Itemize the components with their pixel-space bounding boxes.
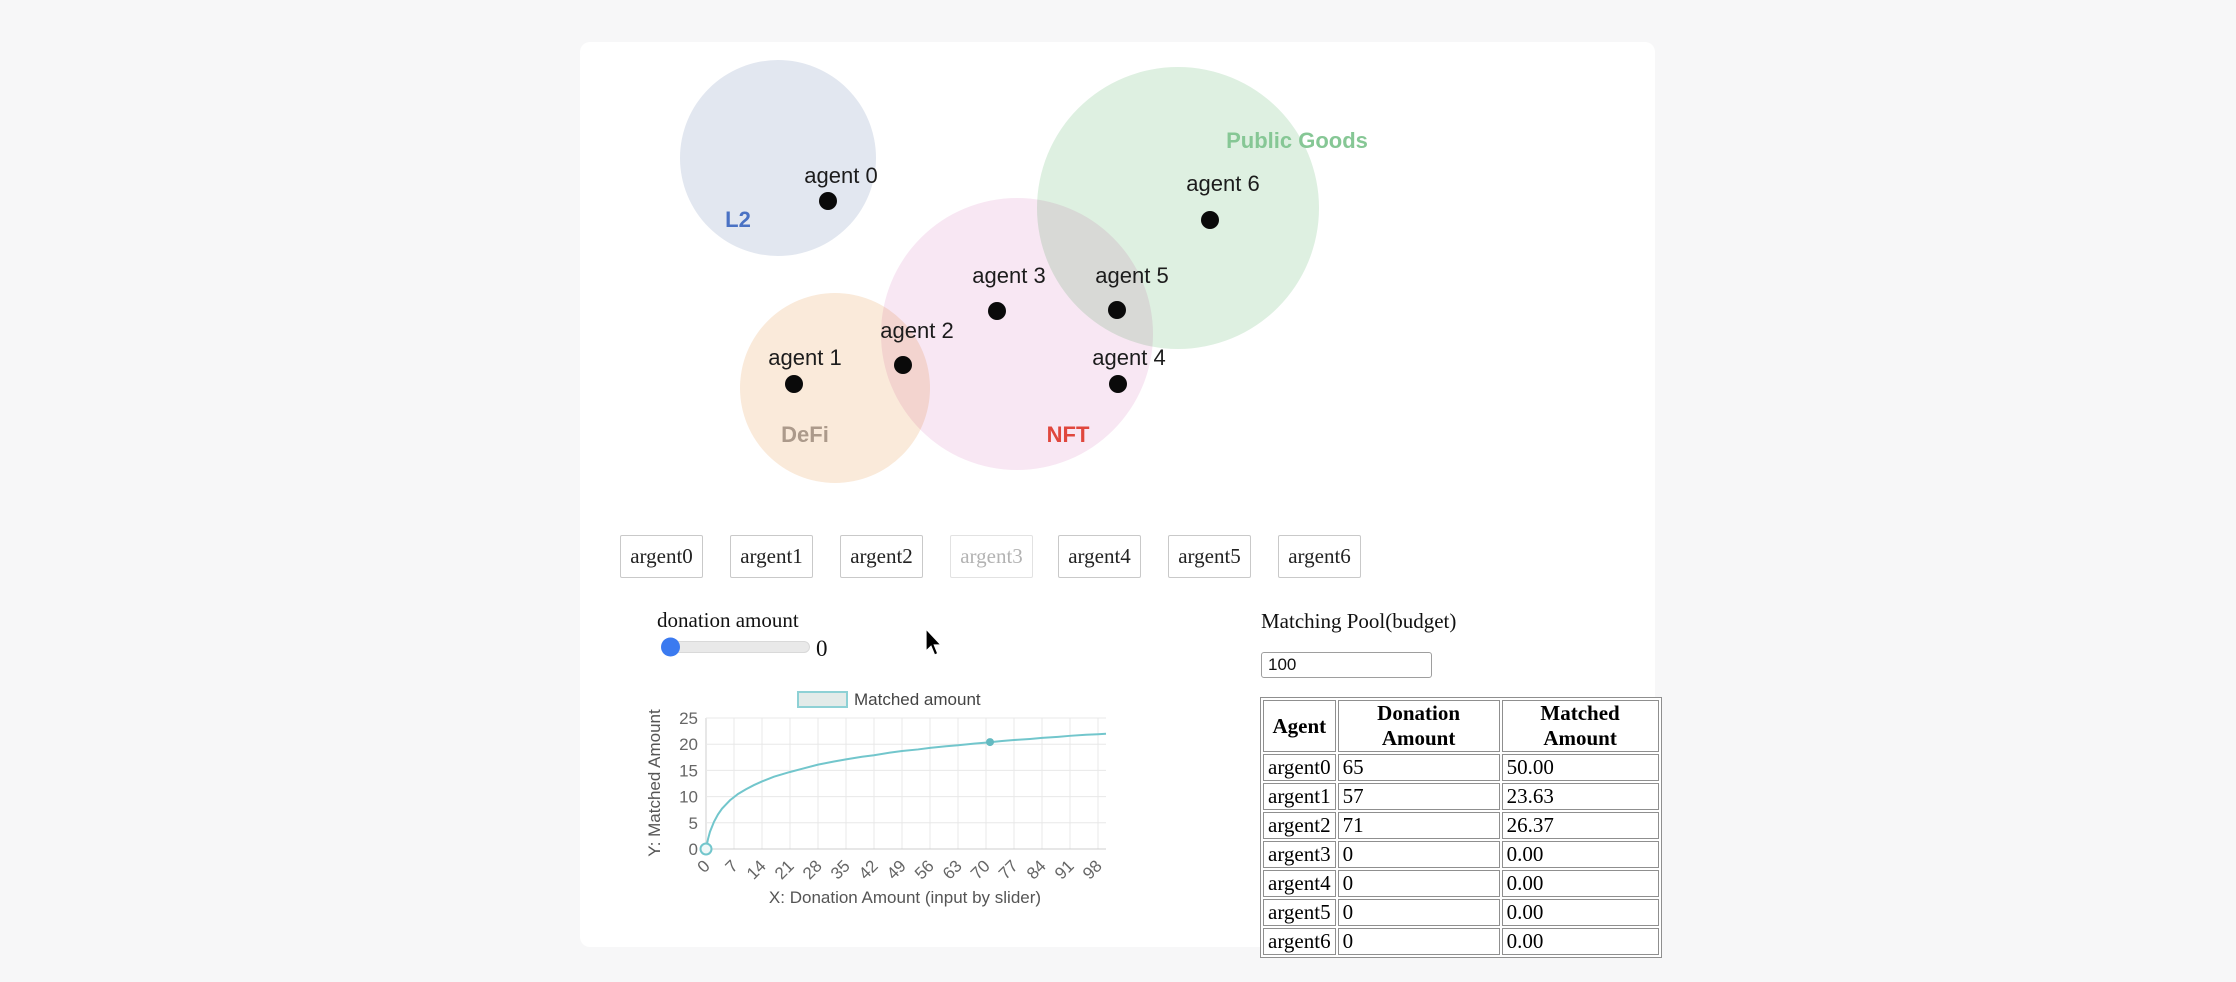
- table-cell: 0.00: [1501, 841, 1659, 868]
- table-row: argent6 0 0.00: [1263, 928, 1659, 955]
- donation-slider-value: 0: [816, 636, 828, 661]
- svg-text:98: 98: [1079, 856, 1106, 883]
- svg-text:56: 56: [911, 856, 938, 883]
- table-cell: 23.63: [1501, 783, 1659, 810]
- table-cell: argent0: [1263, 754, 1336, 781]
- table-cell: 0.00: [1501, 899, 1659, 926]
- table-header-cell: Matched Amount: [1501, 700, 1659, 752]
- svg-text:63: 63: [939, 856, 966, 883]
- venn-group-label: Public Goods: [1226, 128, 1368, 153]
- svg-text:5: 5: [689, 814, 698, 833]
- agent-button-argent1[interactable]: argent1: [730, 535, 813, 578]
- venn-circle-public-goods: [1037, 67, 1319, 349]
- donation-slider-label: donation amount: [657, 608, 799, 632]
- svg-text:0: 0: [694, 856, 714, 876]
- results-table: Agent Donation Amount Matched Amount argen…: [1260, 697, 1662, 958]
- agent-dot: [1109, 375, 1127, 393]
- table-cell: 0: [1337, 928, 1500, 955]
- agent-label: agent 3: [972, 263, 1046, 288]
- table-cell: argent4: [1263, 870, 1336, 897]
- venn-circle-l2: [680, 60, 876, 256]
- svg-text:49: 49: [883, 856, 910, 883]
- matching-pool-input[interactable]: [1261, 652, 1432, 678]
- svg-text:10: 10: [679, 788, 698, 807]
- table-cell: argent5: [1263, 899, 1336, 926]
- venn-group-label: L2: [725, 207, 751, 232]
- agent-dot: [785, 375, 803, 393]
- svg-text:X: Donation Amount (input by s: X: Donation Amount (input by slider): [769, 888, 1041, 907]
- table-row: argent5 0 0.00: [1263, 899, 1659, 926]
- svg-text:0: 0: [689, 840, 698, 859]
- table-header-cell: Donation Amount: [1337, 700, 1500, 752]
- agent-label: agent 4: [1092, 345, 1166, 370]
- svg-text:70: 70: [967, 856, 994, 883]
- table-header-cell: Agent: [1263, 700, 1336, 752]
- venn-group-label: NFT: [1046, 422, 1090, 447]
- table-cell: argent1: [1263, 783, 1336, 810]
- agent-button-argent0[interactable]: argent0: [620, 535, 703, 578]
- svg-text:77: 77: [995, 856, 1022, 883]
- agent-button-argent3[interactable]: argent3: [950, 535, 1033, 578]
- agent-button-argent5[interactable]: argent5: [1168, 535, 1251, 578]
- svg-text:42: 42: [855, 856, 882, 883]
- table-cell: 50.00: [1501, 754, 1659, 781]
- table-row: argent3 0 0.00: [1263, 841, 1659, 868]
- mouse-cursor-icon: [925, 629, 943, 656]
- table-cell: 0: [1337, 899, 1500, 926]
- matching-pool-label: Matching Pool(budget): [1261, 609, 1457, 633]
- agent-button-argent6[interactable]: argent6: [1278, 535, 1361, 578]
- svg-text:21: 21: [771, 856, 798, 883]
- table-row: argent1 57 23.63: [1263, 783, 1659, 810]
- donation-slider-thumb[interactable]: [661, 637, 680, 657]
- agent-label: agent 5: [1095, 263, 1169, 288]
- table-row: argent0 65 50.00: [1263, 754, 1659, 781]
- svg-text:84: 84: [1023, 856, 1050, 883]
- agent-label: agent 1: [768, 345, 842, 370]
- table-cell: 65: [1337, 754, 1500, 781]
- table-cell: 0.00: [1501, 928, 1659, 955]
- agent-dot: [819, 192, 837, 210]
- table-cell: argent3: [1263, 841, 1336, 868]
- svg-text:28: 28: [799, 856, 826, 883]
- svg-text:35: 35: [827, 856, 854, 883]
- agent-dot: [1201, 211, 1219, 229]
- table-cell: argent2: [1263, 812, 1336, 839]
- svg-text:Matched amount: Matched amount: [854, 690, 981, 709]
- table-header-row: Agent Donation Amount Matched Amount: [1263, 700, 1659, 752]
- agent-dot: [988, 302, 1006, 320]
- agent-button-argent4[interactable]: argent4: [1058, 535, 1141, 578]
- table-cell: 0.00: [1501, 870, 1659, 897]
- svg-text:25: 25: [679, 709, 698, 728]
- agent-dot: [894, 356, 912, 374]
- table-cell: argent6: [1263, 928, 1336, 955]
- agent-label: agent 6: [1186, 171, 1260, 196]
- svg-text:Y: Matched Amount: Y: Matched Amount: [645, 709, 664, 857]
- agent-label: agent 0: [804, 163, 878, 188]
- svg-text:15: 15: [679, 761, 698, 780]
- venn-group-label: DeFi: [781, 422, 829, 447]
- table-cell: 0: [1337, 841, 1500, 868]
- svg-text:7: 7: [722, 856, 742, 876]
- svg-text:20: 20: [679, 735, 698, 754]
- table-row: argent4 0 0.00: [1263, 870, 1659, 897]
- table-cell: 57: [1337, 783, 1500, 810]
- table-row: argent2 71 26.37: [1263, 812, 1659, 839]
- agent-button-argent2[interactable]: argent2: [840, 535, 923, 578]
- donation-slider[interactable]: [661, 637, 810, 657]
- table-cell: 26.37: [1501, 812, 1659, 839]
- agent-label: agent 2: [880, 318, 954, 343]
- svg-text:14: 14: [743, 856, 770, 883]
- table-cell: 71: [1337, 812, 1500, 839]
- svg-text:91: 91: [1051, 856, 1078, 883]
- agent-dot: [1108, 301, 1126, 319]
- table-cell: 0: [1337, 870, 1500, 897]
